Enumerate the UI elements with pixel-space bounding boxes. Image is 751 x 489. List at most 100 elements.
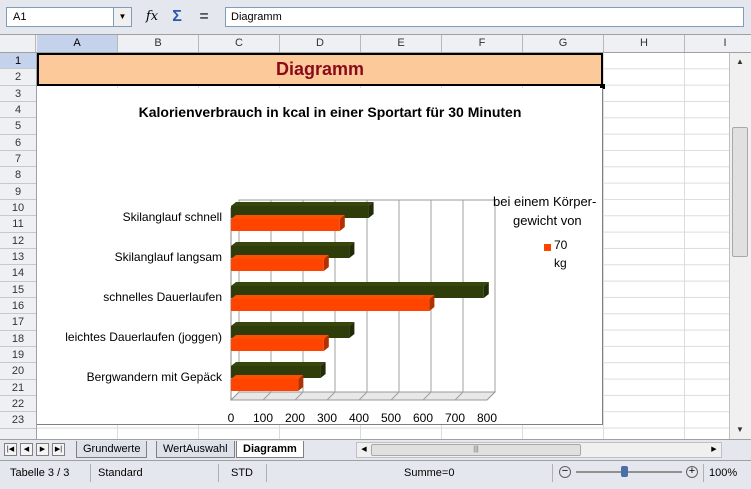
zoom-slider[interactable] xyxy=(576,471,682,473)
name-box[interactable]: A1 ▼ xyxy=(6,7,132,27)
row-header-1[interactable]: 1 xyxy=(0,53,36,69)
row-header-3[interactable]: 3 xyxy=(0,86,36,102)
vertical-scroll-thumb[interactable] xyxy=(732,127,748,257)
row-header-14[interactable]: 14 xyxy=(0,265,36,282)
scroll-down-icon[interactable]: ▼ xyxy=(736,425,744,434)
status-style[interactable]: Standard xyxy=(98,467,143,479)
bar-series-70kg-3 xyxy=(231,335,329,351)
sheet-grid[interactable]: Diagramm Kalorienverbrauch in kcal in ei… xyxy=(37,53,729,439)
x-tick-label: 400 xyxy=(349,411,369,425)
next-sheet-icon[interactable]: ▶ xyxy=(36,443,49,456)
row-header-16[interactable]: 16 xyxy=(0,298,36,314)
equals-icon[interactable]: = xyxy=(199,8,209,25)
row-header-7[interactable]: 7 xyxy=(0,151,36,167)
gridline xyxy=(390,200,400,401)
status-bar: Tabelle 3 / 3 Standard STD Summe=0 − + 1… xyxy=(0,460,751,489)
zoom-out-icon[interactable]: − xyxy=(559,466,571,478)
chart-plot: 0 100 200 300 400 500 600 700 800 xyxy=(228,199,497,425)
scroll-left-icon[interactable]: ◀ xyxy=(361,446,367,453)
category-label: Skilanglauf langsam xyxy=(114,250,222,264)
row-header-19[interactable]: 19 xyxy=(0,347,36,363)
row-header: 1 2 3 4 5 6 7 8 9 10 11 12 13 14 15 16 17 18 19 20 21 22 23 xyxy=(0,53,37,439)
vertical-scrollbar[interactable]: ▲ ▼ xyxy=(729,53,751,439)
horizontal-scrollbar[interactable]: ◀ ||| ▶ xyxy=(356,442,722,458)
row-header-20[interactable]: 20 xyxy=(0,363,36,380)
status-sheet: Tabelle 3 / 3 xyxy=(10,467,70,479)
x-tick-label: 300 xyxy=(317,411,337,425)
status-mode[interactable]: STD xyxy=(231,467,253,479)
sum-icon[interactable]: Σ xyxy=(172,8,182,25)
column-header-f[interactable]: F xyxy=(442,35,523,52)
row-header-10[interactable]: 10 xyxy=(0,200,36,216)
chart[interactable]: Kalorienverbrauch in kcal in einer Sport… xyxy=(37,88,603,425)
row-header-8[interactable]: 8 xyxy=(0,167,36,184)
row-header-12[interactable]: 12 xyxy=(0,233,36,249)
first-sheet-icon[interactable]: |◀ xyxy=(4,443,17,456)
row-header-18[interactable]: 18 xyxy=(0,331,36,347)
status-sum: Summe=0 xyxy=(404,467,455,479)
status-zoom[interactable]: 100% xyxy=(709,467,738,479)
gridline xyxy=(486,200,496,401)
gridline xyxy=(326,200,336,401)
category-label: Skilanglauf schnell xyxy=(122,210,222,224)
column-header-c[interactable]: C xyxy=(199,35,280,52)
column-header-d[interactable]: D xyxy=(280,35,361,52)
scroll-up-icon[interactable]: ▲ xyxy=(736,57,744,66)
formula-input[interactable]: Diagramm xyxy=(225,7,744,27)
column-header-i[interactable]: I xyxy=(685,35,751,52)
sheet-tab-bar: |◀ ◀ ▶ ▶| Grundwerte WertAuswahl Diagram… xyxy=(0,439,751,460)
legend-swatch xyxy=(544,244,551,251)
fill-handle[interactable] xyxy=(600,84,605,89)
row-header-6[interactable]: 6 xyxy=(0,135,36,151)
bar-series-70kg-0 xyxy=(231,215,345,231)
gridline xyxy=(422,200,432,401)
tab-diagramm[interactable]: Diagramm xyxy=(236,441,304,458)
formula-bar: A1 ▼ fx Σ = Diagramm xyxy=(0,0,751,35)
column-header-h[interactable]: H xyxy=(604,35,685,52)
bar-series-70kg-4 xyxy=(231,375,304,391)
x-tick-label: 100 xyxy=(253,411,273,425)
row-header-21[interactable]: 21 xyxy=(0,380,36,396)
zoom-in-icon[interactable]: + xyxy=(686,466,698,478)
row-header-11[interactable]: 11 xyxy=(0,216,36,233)
x-tick-label: 800 xyxy=(477,411,497,425)
tab-wertauswahl[interactable]: WertAuswahl xyxy=(156,441,235,458)
tab-grundwerte[interactable]: Grundwerte xyxy=(76,441,148,458)
column-header-b[interactable]: B xyxy=(118,35,199,52)
name-box-value: A1 xyxy=(13,11,27,23)
row-header-2[interactable]: 2 xyxy=(0,69,36,86)
row-header-22[interactable]: 22 xyxy=(0,396,36,412)
row-header-17[interactable]: 17 xyxy=(0,314,36,331)
row-header-13[interactable]: 13 xyxy=(0,249,36,265)
legend-label-unit: kg xyxy=(554,256,567,270)
row-header-23[interactable]: 23 xyxy=(0,412,36,429)
title-cell[interactable]: Diagramm xyxy=(37,53,603,86)
row-header-15[interactable]: 15 xyxy=(0,282,36,298)
column-header-e[interactable]: E xyxy=(361,35,442,52)
horizontal-scroll-thumb[interactable]: ||| xyxy=(371,444,581,456)
zoom-slider-thumb[interactable] xyxy=(621,466,628,477)
x-tick-label: 0 xyxy=(228,411,235,425)
prev-sheet-icon[interactable]: ◀ xyxy=(20,443,33,456)
select-all-corner[interactable] xyxy=(0,35,36,52)
row-header-4[interactable]: 4 xyxy=(0,102,36,118)
chevron-down-icon[interactable]: ▼ xyxy=(113,8,131,26)
x-tick-label: 600 xyxy=(413,411,433,425)
legend-title-line2: gewicht von xyxy=(513,213,582,228)
last-sheet-icon[interactable]: ▶| xyxy=(52,443,65,456)
legend-label-value: 70 xyxy=(554,238,568,252)
scroll-right-icon[interactable]: ▶ xyxy=(711,446,717,453)
category-label: leichtes Dauerlaufen (joggen) xyxy=(65,330,222,344)
formula-input-value: Diagramm xyxy=(231,11,282,23)
row-header-5[interactable]: 5 xyxy=(0,118,36,135)
chart-title: Kalorienverbrauch in kcal in einer Sport… xyxy=(138,104,522,120)
category-label: schnelles Dauerlaufen xyxy=(103,290,222,304)
legend-title-line1: bei einem Körper- xyxy=(493,194,597,209)
function-wizard-icon[interactable]: fx xyxy=(145,9,159,24)
bar-series-70kg-1 xyxy=(231,255,329,271)
row-header-9[interactable]: 9 xyxy=(0,184,36,200)
column-header-a[interactable]: A xyxy=(37,35,118,52)
x-tick-label: 200 xyxy=(285,411,305,425)
column-header-g[interactable]: G xyxy=(523,35,604,52)
